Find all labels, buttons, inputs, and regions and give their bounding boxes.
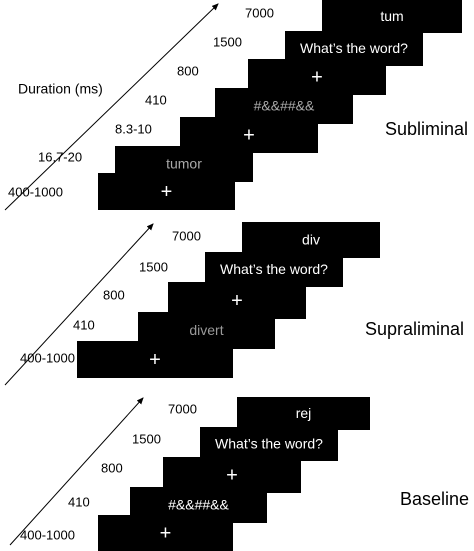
duration-label: 1500 (132, 431, 161, 446)
frame-content: + (149, 349, 161, 371)
duration-label: 7000 (172, 228, 201, 243)
frame-content: What’s the word? (215, 436, 323, 452)
frame-content: + (161, 181, 173, 203)
duration-label: 410 (73, 317, 95, 332)
stimulus-frame (77, 341, 233, 378)
duration-label: 7000 (168, 401, 197, 416)
frame-content: + (311, 66, 323, 88)
stimulus-frame (205, 252, 343, 287)
frame-content: #&&##&& (254, 98, 315, 114)
duration-label: 1500 (213, 34, 242, 49)
duration-label: 16.7-20 (38, 149, 82, 164)
frame-content: What’s the word? (220, 261, 328, 277)
frame-content: tumor (166, 156, 202, 172)
duration-label: 800 (103, 287, 125, 302)
duration-label: 400-1000 (20, 527, 75, 542)
duration-label: 800 (101, 460, 123, 475)
frame-content: divert (189, 322, 223, 338)
stimulus-frame (237, 397, 370, 430)
stimulus-frame (98, 515, 233, 551)
condition-label: Supraliminal (365, 319, 464, 339)
time-arrow (4, 223, 154, 386)
stimulus-frame (200, 427, 338, 461)
duration-label: 7000 (245, 5, 274, 20)
time-arrow (4, 3, 219, 211)
duration-label: 400-1000 (8, 184, 63, 199)
duration-label: 400-1000 (20, 350, 75, 365)
frame-content: What’s the word? (300, 40, 408, 56)
frame-content: + (243, 124, 255, 146)
duration-label: 1500 (139, 259, 168, 274)
axis-label: Duration (ms) (18, 81, 103, 97)
stimulus-frame (98, 173, 235, 210)
frame-content: div (302, 232, 320, 248)
frame-content: rej (296, 405, 312, 421)
duration-label: 410 (68, 494, 90, 509)
condition-label: Baseline (400, 489, 469, 509)
time-arrow (9, 397, 144, 546)
frame-content: tum (380, 8, 403, 24)
duration-label: 8.3-10 (115, 121, 152, 136)
duration-label: 800 (177, 63, 199, 78)
duration-label: 410 (145, 92, 167, 107)
frame-content: #&&##&& (168, 497, 229, 513)
stimulus-frame (322, 0, 462, 33)
frame-content: + (231, 290, 243, 312)
condition-label: Subliminal (385, 119, 468, 139)
frame-content: + (226, 464, 238, 486)
frame-content: + (160, 522, 172, 544)
